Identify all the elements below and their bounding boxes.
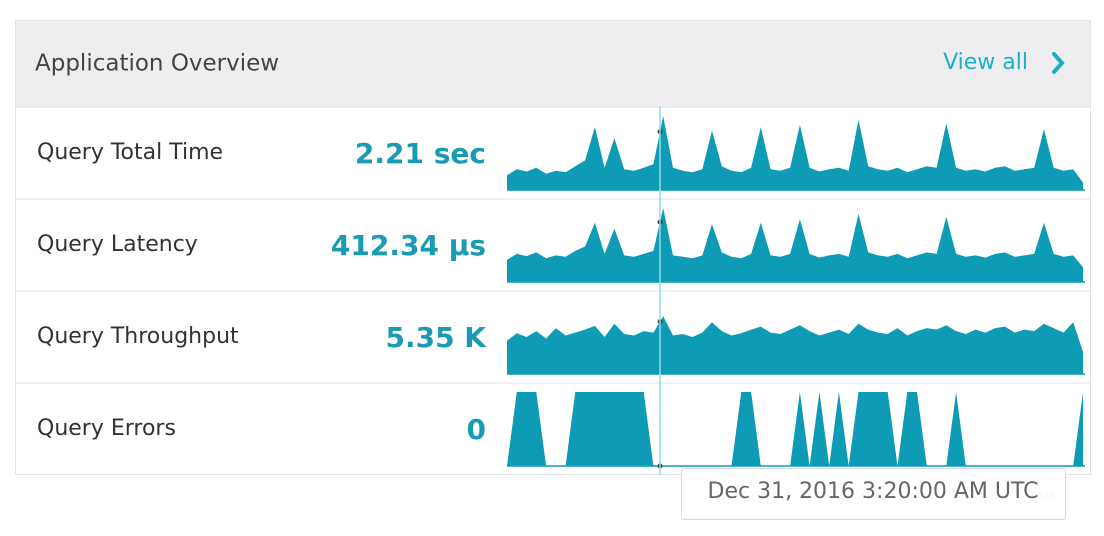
card-header xyxy=(16,21,1090,107)
metric-value: 2.21 sec xyxy=(355,137,486,170)
tooltip-text: Dec 31, 2016 3:20:00 AM UTC xyxy=(708,479,1039,504)
metric-label: Query Errors xyxy=(37,416,176,441)
metric-label: Query Throughput xyxy=(37,324,239,349)
rows: Query Total Time 2.21 sec Query Latency 412… xyxy=(16,116,1090,469)
view-all-link[interactable]: View all xyxy=(943,50,1065,75)
sparkline-area xyxy=(507,392,1083,466)
metric-value: 5.35 K xyxy=(385,321,487,354)
metric-label: Query Total Time xyxy=(37,140,223,165)
header-title: Application Overview xyxy=(35,51,279,77)
view-all-text[interactable]: View all xyxy=(943,50,1028,75)
chevron-icon[interactable] xyxy=(1052,52,1065,74)
sparkline-area xyxy=(507,208,1083,282)
metric-label: Query Latency xyxy=(37,232,198,257)
metric-value: 412.34 μs xyxy=(331,229,486,262)
sparkline-area xyxy=(507,116,1083,190)
sparkline-area xyxy=(507,316,1083,374)
tooltip-box xyxy=(681,468,1066,520)
metric-value: 0 xyxy=(467,413,486,446)
